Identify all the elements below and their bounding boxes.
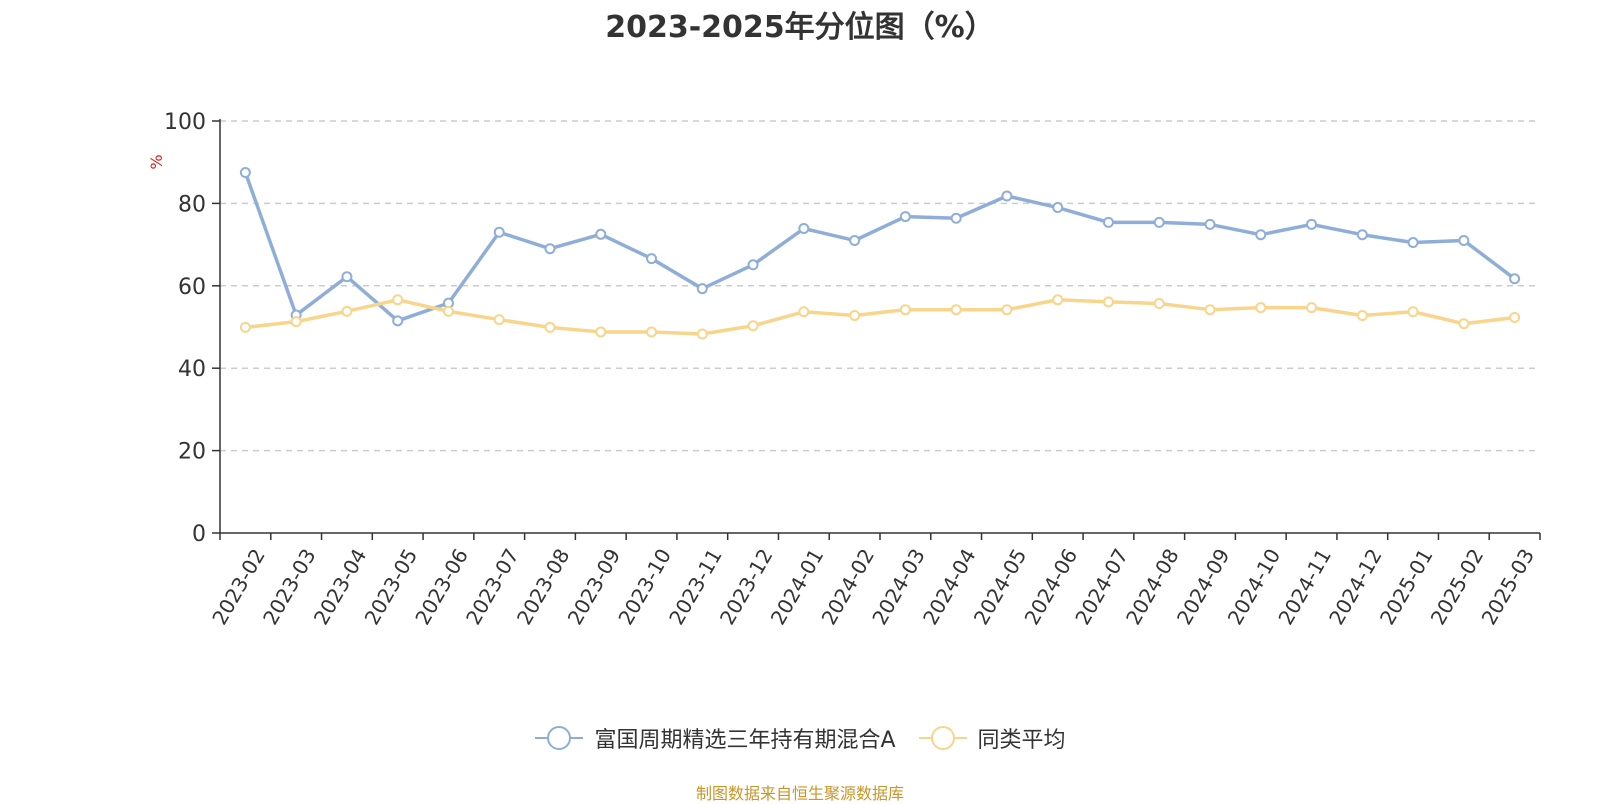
data-point[interactable] <box>696 328 708 340</box>
data-point[interactable] <box>493 226 505 238</box>
grid-lines <box>220 120 1540 452</box>
data-point[interactable] <box>341 271 353 283</box>
data-point[interactable] <box>1204 218 1216 230</box>
data-point[interactable] <box>1001 304 1013 316</box>
data-point[interactable] <box>1153 216 1165 228</box>
data-point[interactable] <box>544 321 556 333</box>
data-point[interactable] <box>544 243 556 255</box>
data-point[interactable] <box>1509 312 1521 324</box>
series-line-1 <box>243 171 1516 323</box>
legend: 富国周期精选三年持有期混合A 同类平均 <box>0 722 1600 754</box>
data-point[interactable] <box>1306 302 1318 314</box>
y-tick-label: 20 <box>178 440 206 465</box>
data-point[interactable] <box>950 212 962 224</box>
data-point[interactable] <box>1102 296 1114 308</box>
data-point[interactable] <box>1509 273 1521 285</box>
y-tick-label: 0 <box>192 522 206 547</box>
data-point[interactable] <box>1407 237 1419 249</box>
data-point[interactable] <box>798 223 810 235</box>
data-point[interactable] <box>798 306 810 318</box>
legend-symbol-icon <box>535 726 584 750</box>
data-point[interactable] <box>849 309 861 321</box>
data-point[interactable] <box>747 320 759 332</box>
data-point[interactable] <box>646 326 658 338</box>
data-point[interactable] <box>1407 306 1419 318</box>
chart-title: 2023-2025年分位图（%） <box>605 10 995 45</box>
legend-label: 富国周期精选三年持有期混合A <box>594 728 896 753</box>
data-point[interactable] <box>849 234 861 246</box>
y-tick-label: 80 <box>178 192 206 217</box>
data-point[interactable] <box>1356 229 1368 241</box>
data-point[interactable] <box>341 305 353 317</box>
y-tick-label: 100 <box>164 110 206 135</box>
data-point[interactable] <box>1458 318 1470 330</box>
data-point[interactable] <box>899 211 911 223</box>
data-point[interactable] <box>1356 309 1368 321</box>
legend-symbol-icon <box>918 726 967 750</box>
source-note: 制图数据来自恒生聚源数据库 <box>695 784 904 803</box>
data-point[interactable] <box>239 167 251 178</box>
data-point[interactable] <box>1052 202 1064 214</box>
data-point[interactable] <box>239 321 251 333</box>
legend-item-1[interactable]: 富国周期精选三年持有期混合A <box>534 722 896 754</box>
series-layer <box>239 167 1521 340</box>
data-point[interactable] <box>1204 304 1216 316</box>
data-point[interactable] <box>442 305 454 317</box>
legend-label: 同类平均 <box>977 728 1066 753</box>
series-line-2 <box>245 298 1515 336</box>
y-axis-label: % <box>147 154 166 169</box>
data-point[interactable] <box>1153 298 1165 310</box>
data-point[interactable] <box>696 283 708 295</box>
data-point[interactable] <box>392 315 404 327</box>
axes: 0204060801002023-022023-032023-042023-05… <box>164 110 1541 629</box>
data-point[interactable] <box>1102 216 1114 228</box>
data-point[interactable] <box>392 294 404 306</box>
data-point[interactable] <box>595 326 607 338</box>
data-point[interactable] <box>1458 234 1470 246</box>
data-point[interactable] <box>1255 302 1267 314</box>
y-tick-label: 40 <box>178 357 206 382</box>
data-point[interactable] <box>1306 218 1318 230</box>
y-tick-label: 60 <box>178 275 206 300</box>
data-point[interactable] <box>1001 190 1013 202</box>
data-point[interactable] <box>646 253 658 265</box>
data-point[interactable] <box>1255 229 1267 241</box>
data-point[interactable] <box>493 314 505 326</box>
data-point[interactable] <box>747 259 759 271</box>
data-point[interactable] <box>290 316 302 328</box>
legend-item-2[interactable]: 同类平均 <box>918 722 1066 754</box>
data-point[interactable] <box>950 304 962 316</box>
data-point[interactable] <box>1052 294 1064 306</box>
data-point[interactable] <box>595 228 607 240</box>
data-point[interactable] <box>899 304 911 316</box>
